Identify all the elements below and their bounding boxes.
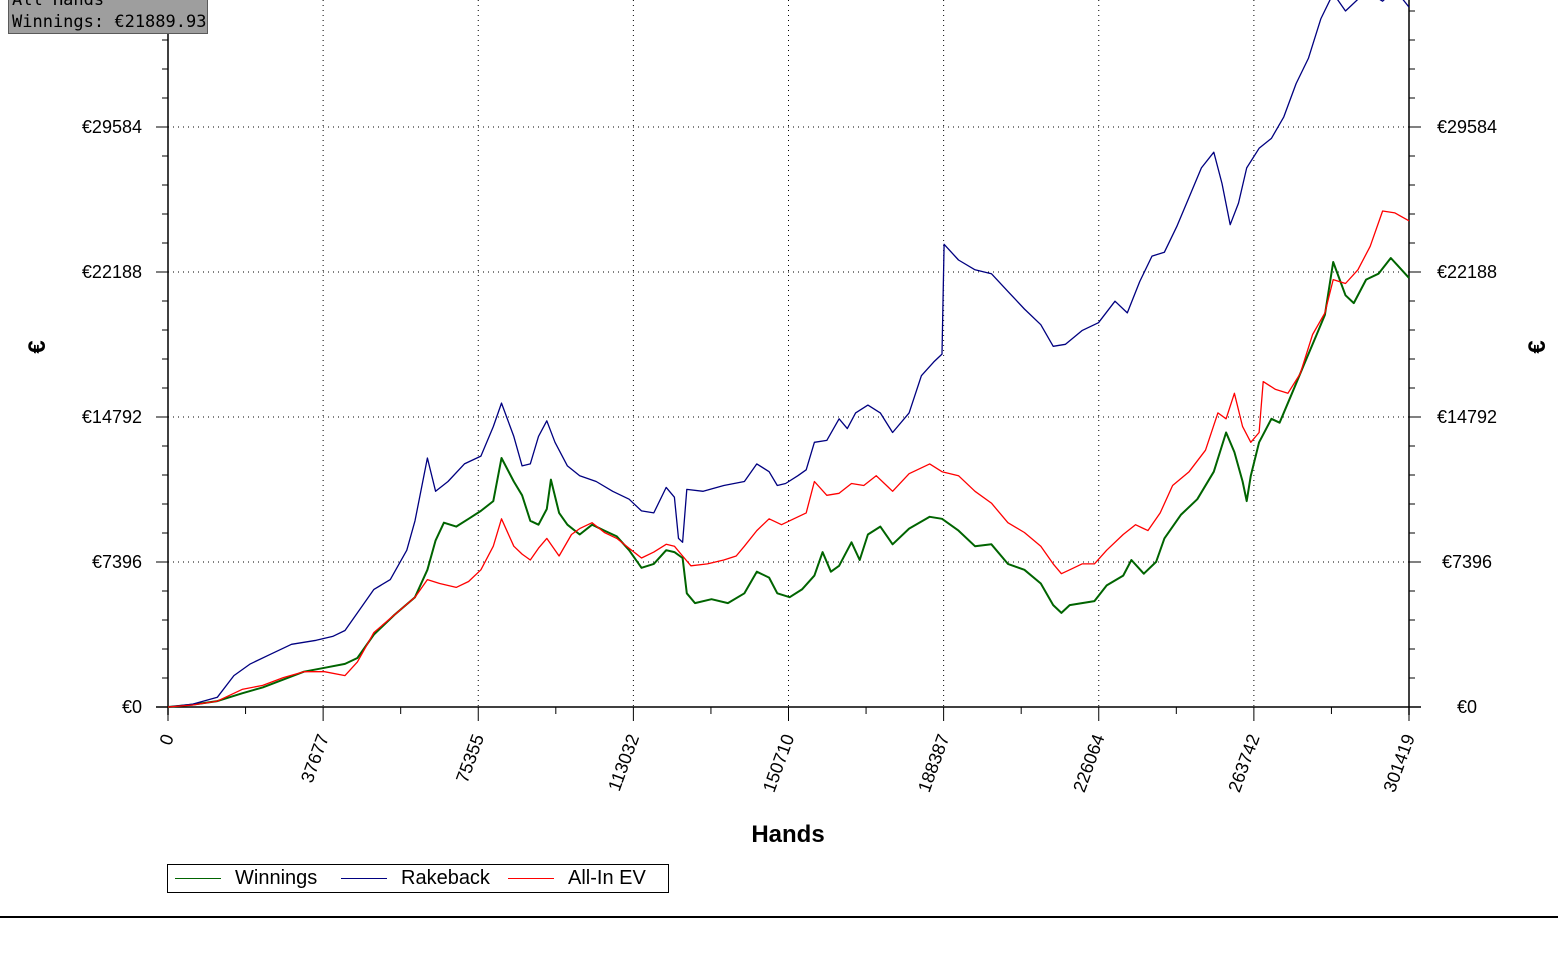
x-tick-label: 37677	[297, 732, 333, 786]
info-title: All Hands	[12, 0, 105, 10]
x-tick-label: 113032	[604, 732, 643, 794]
y-tick-label-left: €29584	[82, 117, 142, 137]
y-tick-label-left: €7396	[92, 552, 142, 572]
x-axis-title: Hands	[751, 821, 824, 848]
legend-label-rakeback: Rakeback	[401, 867, 490, 889]
series-line-winnings	[167, 257, 1410, 708]
series-lines	[167, 0, 1410, 708]
x-tick-label: 301419	[1379, 732, 1418, 795]
legend-item-allin-ev: All-In EV	[508, 865, 646, 892]
bottom-divider	[0, 916, 1558, 918]
info-box: All Hands Winnings: €21889.93	[8, 0, 208, 34]
x-tick-label: 150710	[759, 732, 798, 795]
series-line-rakeback	[167, 0, 1410, 708]
legend-swatch-rakeback	[341, 878, 387, 879]
y-tick-label-right: €0	[1457, 697, 1477, 717]
legend-swatch-winnings	[175, 878, 221, 879]
x-tick-label: 75355	[452, 732, 488, 786]
x-tick-label: 263742	[1224, 732, 1263, 795]
grid-lines	[168, 0, 1410, 707]
x-tick-label: 188387	[914, 732, 953, 795]
y-tick-label-left: €14792	[82, 407, 142, 427]
x-tick-label: 226064	[1069, 732, 1108, 795]
y-tick-label-right: €14792	[1437, 407, 1497, 427]
y-tick-label-left: €0	[122, 697, 142, 717]
info-winnings: Winnings: €21889.93	[12, 12, 207, 32]
legend-label-winnings: Winnings	[235, 867, 318, 889]
series-line-all-in-ev	[167, 210, 1410, 708]
legend-swatch-allin-ev	[508, 878, 554, 879]
y-tick-label-right: €22188	[1437, 262, 1497, 282]
y-tick-label-right: €7396	[1442, 552, 1492, 572]
x-tick-label: 0	[156, 732, 178, 748]
legend-label-allin-ev: All-In EV	[568, 867, 646, 889]
legend-item-winnings: Winnings	[175, 865, 317, 892]
y-axis-title-left: €	[24, 340, 51, 353]
legend: Winnings Rakeback All-In EV	[167, 864, 669, 893]
y-tick-label-left: €22188	[82, 262, 142, 282]
legend-item-rakeback: Rakeback	[341, 865, 490, 892]
y-axis-title-right: €	[1524, 340, 1551, 353]
y-tick-label-right: €29584	[1437, 117, 1497, 137]
